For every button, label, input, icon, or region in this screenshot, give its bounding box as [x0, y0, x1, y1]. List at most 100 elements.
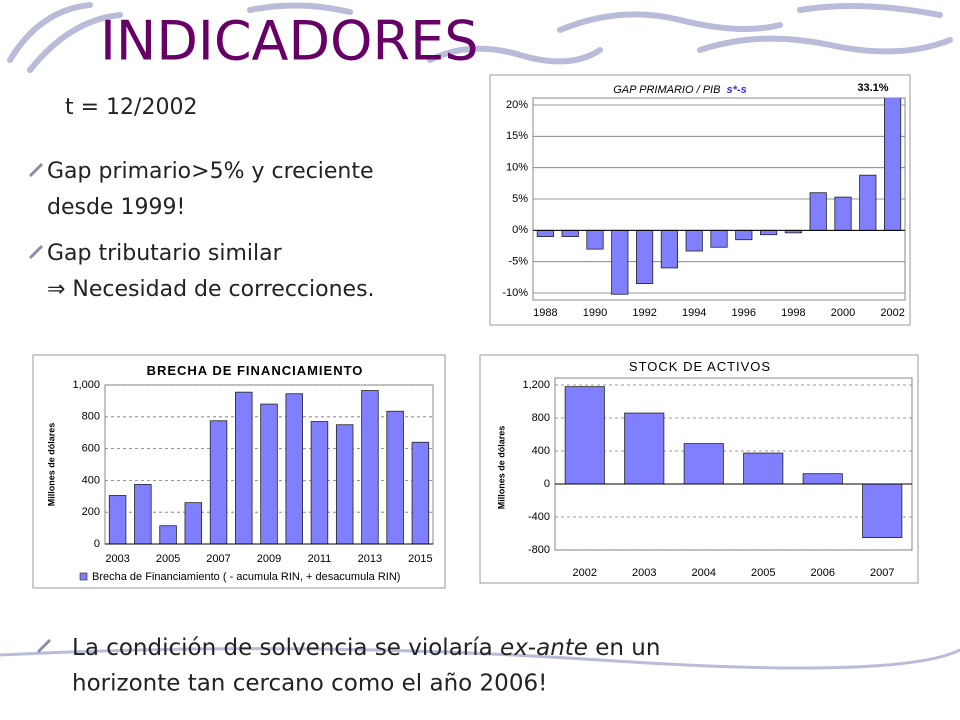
chart: -10% -5% 0% 5% 10% 15% 20% 1988 1990 1992 1994 1996… — [489, 74, 911, 326]
bar — [564, 386, 605, 485]
x-tick-label: 2015 — [408, 553, 432, 565]
x-tick-label: 2003 — [632, 567, 656, 579]
title-text: BRECHA DE FINANCIAMIENTO — [147, 363, 364, 378]
x-tick-label: 1994 — [682, 307, 706, 319]
bar — [335, 424, 354, 544]
bar — [660, 229, 678, 269]
bar — [561, 229, 579, 237]
bullet-mark — [28, 244, 44, 260]
x-tick-label: 2011 — [308, 553, 332, 565]
y-tick-label: 0 — [94, 538, 100, 550]
bar — [184, 502, 203, 544]
bar — [802, 473, 843, 485]
bar — [834, 196, 852, 231]
x-tick-label: 1996 — [732, 307, 756, 319]
bullet-line: Gap primario>5% y creciente — [47, 159, 374, 184]
y-tick-label: 600 — [82, 443, 100, 455]
chart-title: BRECHA DE FINANCIAMIENTO — [147, 363, 364, 378]
x-tick-label: 2005 — [751, 567, 775, 579]
bar — [536, 229, 554, 237]
x-tick-label: 2006 — [811, 567, 835, 579]
bar — [235, 391, 253, 544]
y-tick-label: 200 — [82, 506, 100, 518]
x-tick-label: 2013 — [358, 553, 382, 565]
x-tick-label: 2004 — [692, 567, 716, 579]
y-tick-label: 400 — [82, 474, 100, 486]
x-tick-label: 1988 — [533, 307, 557, 319]
decoration — [0, 2, 960, 670]
x-tick-label: 2007 — [870, 567, 894, 579]
bullet-line: ⇒ Necesidad de correcciones. — [47, 277, 375, 302]
y-tick-label: 800 — [82, 411, 100, 423]
chart: -800 -400 0 400 800 1,200 2002 2003 2004 2005 2006… — [479, 354, 919, 584]
bar — [285, 393, 303, 544]
bullet-mark — [28, 162, 44, 178]
bar — [386, 410, 404, 544]
x-tick-label: 1990 — [583, 307, 607, 319]
y-axis-label: Millones de dólares — [496, 426, 506, 510]
bullets: Gap primario>5% y creciente desde 1999! Ga… — [28, 159, 375, 302]
bullet-line: Gap tributario similar — [47, 241, 283, 266]
bullet-mark — [36, 638, 52, 654]
footer-line: horizonte tan cercano como el año 2006! — [72, 671, 547, 697]
x-tick-label: 2009 — [257, 553, 281, 565]
x-tick-label: 1998 — [781, 307, 805, 319]
footer-line: La condición de solvencia se violaría ex… — [72, 635, 660, 661]
x-tick-label: 2003 — [105, 553, 129, 565]
bar — [683, 443, 724, 485]
legend-label: Brecha de Financiamiento ( - acumula RIN… — [92, 571, 400, 583]
bar — [735, 229, 753, 241]
bars — [108, 390, 430, 544]
y-tick-label: 0 — [544, 478, 550, 490]
bar — [710, 229, 728, 248]
y-tick-label: 10% — [506, 162, 528, 174]
bar — [611, 229, 629, 295]
slide-title: INDICADORES — [100, 10, 478, 73]
date-line: t = 12/2002 — [65, 95, 197, 120]
value-label: 33.1% — [857, 82, 888, 94]
bars — [536, 98, 902, 295]
bar — [134, 483, 152, 544]
bars — [564, 386, 903, 539]
bar — [624, 412, 665, 485]
y-tick-label: -800 — [528, 544, 550, 556]
subtitle: s*-s — [727, 84, 747, 96]
plot-area — [554, 377, 913, 551]
chart-title: STOCK DE ACTIVOS — [629, 359, 771, 374]
x-tick-label: 2007 — [206, 553, 230, 565]
x-tick-label: 2002 — [880, 307, 904, 319]
bar — [859, 174, 877, 231]
bar — [862, 483, 903, 539]
y-tick-label: 0% — [512, 224, 528, 236]
bullet-line: desde 1999! — [47, 195, 185, 220]
y-tick-label: 15% — [506, 130, 528, 142]
title-text: GAP PRIMARIO / PIB — [613, 84, 720, 96]
bar — [411, 441, 430, 544]
bar — [743, 452, 784, 485]
text: ex-ante — [500, 635, 588, 661]
bar — [760, 229, 778, 236]
bar — [361, 390, 379, 544]
y-tick-label: -10% — [502, 287, 528, 299]
text: en un — [588, 635, 661, 661]
bar — [685, 229, 703, 252]
chart: 0 200 400 600 800 1,000 2003 2005 2007 2009 2011 20… — [32, 354, 446, 589]
bar — [209, 420, 228, 544]
y-tick-label: 400 — [532, 445, 550, 457]
y-tick-label: -400 — [528, 511, 550, 523]
x-tick-label: 2000 — [831, 307, 855, 319]
bar — [260, 403, 278, 544]
text: La condición de solvencia se violaría — [72, 635, 500, 661]
bar — [108, 495, 127, 544]
bar — [586, 229, 604, 250]
y-tick-label: 1,200 — [522, 379, 550, 391]
chart-title: GAP PRIMARIO / PIB s*-s — [613, 84, 746, 96]
x-tick-label: 2005 — [156, 553, 180, 565]
x-tick-label: 2002 — [573, 567, 597, 579]
y-tick-label: 1,000 — [72, 379, 100, 391]
bar — [310, 421, 329, 544]
y-tick-label: 800 — [532, 412, 550, 424]
x-tick-label: 1992 — [632, 307, 656, 319]
